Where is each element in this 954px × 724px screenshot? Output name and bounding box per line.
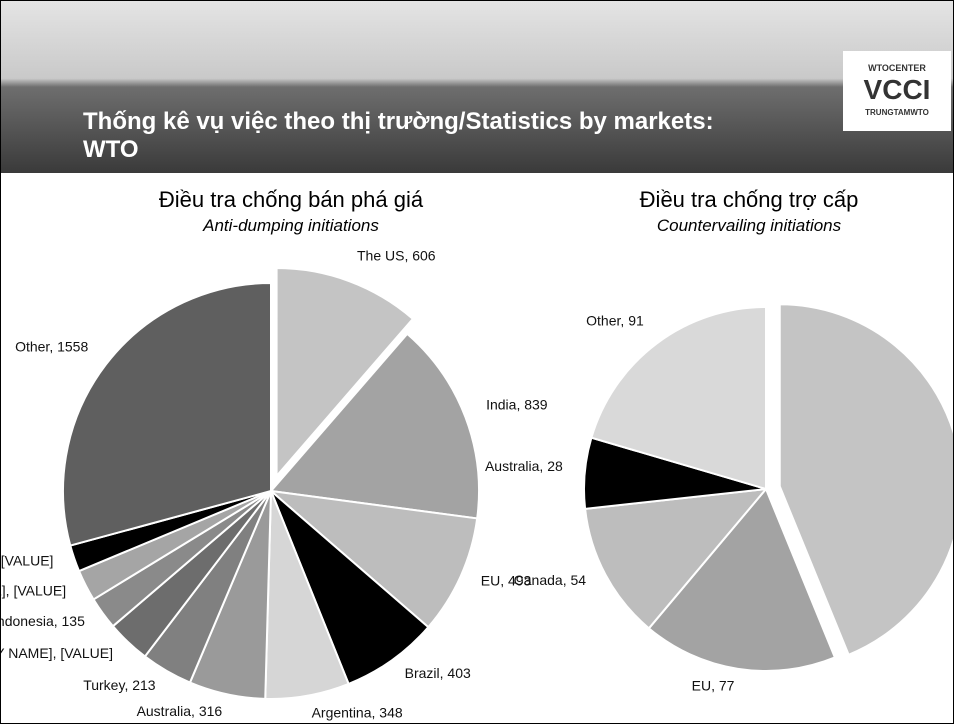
label-sep: , [191, 703, 199, 719]
data-label: EU, 77 [692, 678, 735, 694]
label-value: 135 [62, 613, 86, 629]
data-label: [CATEGORY NAME], [VALUE] [1, 645, 113, 661]
label-sep: , [500, 572, 508, 588]
data-label: Argentina, 348 [312, 704, 403, 720]
chart-subtitle: Anti-dumping initiations [202, 216, 379, 235]
label-value: 606 [412, 248, 436, 264]
label-name: Brazil [405, 665, 440, 681]
label-sep: , [516, 397, 524, 413]
data-label: Australia, 28 [485, 458, 563, 474]
label-value: 493 [508, 572, 532, 588]
label-value: [VALUE] [1, 553, 53, 569]
pie-slice [583, 487, 769, 630]
label-sep: , [563, 572, 571, 588]
label-value: 316 [199, 703, 223, 719]
label-name: Other [586, 313, 621, 329]
data-label: The US, 606 [357, 248, 436, 264]
label-sep: , [404, 248, 412, 264]
data-label: Turkey, 213 [83, 677, 156, 693]
label-sep: , [53, 645, 61, 661]
label-value: 91 [628, 313, 644, 329]
label-sep: , [620, 313, 628, 329]
data-label: Brazil, 403 [405, 665, 471, 681]
label-name: Australia [485, 458, 540, 474]
data-label: Other, 1558 [15, 338, 88, 354]
label-name: [CATEGORY NAME] [1, 645, 53, 661]
label-sep: , [124, 677, 132, 693]
label-value: 28 [547, 458, 563, 474]
chart-subtitle: Countervailing initiations [657, 216, 842, 235]
pie-slice [275, 267, 415, 479]
label-name: EU [481, 572, 500, 588]
chart-title: Điều tra chống trợ cấp [640, 187, 859, 212]
label-name: Argentina [312, 704, 372, 720]
label-name: Other [15, 338, 50, 354]
label-value: 77 [719, 678, 735, 694]
label-sep: , [440, 665, 448, 681]
label-name: The US [357, 248, 404, 264]
label-name: Indonesia [1, 613, 54, 629]
label-name: Australia [137, 703, 192, 719]
logo-box [843, 51, 951, 131]
label-sep: , [711, 678, 719, 694]
label-value: 839 [524, 397, 548, 413]
header-band [1, 1, 953, 173]
label-value: 1558 [57, 338, 88, 354]
label-value: [VALUE] [60, 645, 113, 661]
pie-slice [269, 332, 480, 520]
chart-title: Điều tra chống bán phá giá [159, 187, 424, 212]
label-name: India [486, 397, 517, 413]
label-value: 348 [379, 704, 403, 720]
pie-slice [778, 303, 953, 657]
data-label: EU, 493 [481, 572, 532, 588]
pie-slice [647, 487, 837, 672]
logo-top: WTOCENTER [868, 63, 926, 73]
label-value: [VALUE] [13, 583, 66, 599]
pie-slice [62, 281, 272, 547]
data-label: Indonesia, 135 [1, 613, 85, 629]
label-sep: , [49, 338, 57, 354]
label-sep: , [539, 458, 547, 474]
title-line: Thống kê vụ việc theo thị trường/Statist… [83, 108, 714, 135]
title-line: WTO [83, 136, 139, 163]
label-sep: , [6, 583, 14, 599]
label-value: 403 [447, 665, 471, 681]
logo-main: VCCI [864, 74, 931, 105]
data-label: Canada, 54 [514, 572, 587, 588]
pie-slice [590, 305, 767, 491]
data-label: Australia, 316 [137, 703, 223, 719]
data-label: [CATEGORY NAME], [VALUE] [1, 583, 66, 599]
label-name: EU [692, 678, 711, 694]
pie-slice [270, 490, 430, 686]
data-label: Other, 91 [586, 313, 644, 329]
label-value: 54 [570, 572, 586, 588]
logo-bottom: TRUNGTAMWTO [865, 108, 929, 117]
data-label: [CATEGORY NAME], [VALUE] [1, 553, 53, 569]
label-sep: , [54, 613, 62, 629]
label-sep: , [372, 704, 380, 720]
data-label: India, 839 [486, 397, 548, 413]
label-name: [CATEGORY NAME] [1, 583, 6, 599]
label-value: 213 [132, 677, 156, 693]
label-name: Turkey [83, 677, 125, 693]
pie-slice [267, 489, 479, 629]
label-name: Canada [514, 572, 563, 588]
slide-title: Thống kê vụ việc theo thị trường/Statist… [83, 108, 714, 163]
